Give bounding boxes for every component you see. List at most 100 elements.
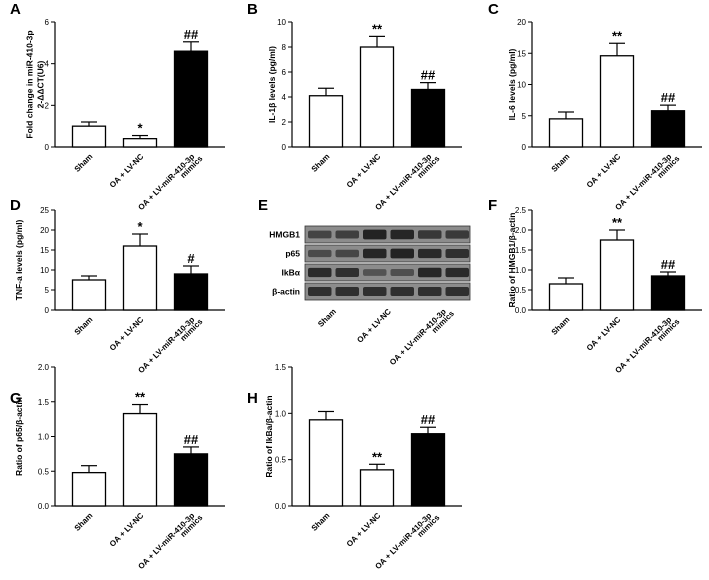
- blot-band: [418, 287, 442, 296]
- category-label: Sham: [73, 315, 95, 337]
- category-label: OA + LV-miR-410-3p: [613, 315, 673, 375]
- significance-marker: ##: [661, 90, 676, 105]
- blot-band: [390, 248, 414, 259]
- y-tick-label: 1.0: [515, 266, 527, 275]
- category-label: OA + LV-miR-410-3p: [136, 511, 196, 571]
- category-label: OA + LV-NC: [345, 152, 383, 190]
- panel-label-a: A: [10, 1, 21, 18]
- blot-band: [308, 267, 332, 278]
- blot-band: [363, 248, 387, 259]
- panel-h: H 0.0 0.5 1.0 1.5 Ratio of IkBa/β-actin Sham **…: [247, 363, 462, 571]
- y-tick-label: 25: [40, 206, 49, 215]
- blot-band: [335, 249, 359, 258]
- y-tick-label: 5: [45, 286, 50, 295]
- panel-label-h: H: [247, 390, 258, 407]
- y-axis-label: Ratio of p65/β-actin: [14, 397, 24, 476]
- blot-lane-label: OA + LV-NC: [355, 307, 393, 345]
- category-label: OA + LV-miR-410-3p: [136, 152, 196, 212]
- significance-marker: *: [137, 121, 143, 136]
- bar: [359, 469, 395, 507]
- y-tick-label: 2.0: [38, 363, 50, 372]
- y-axis-label: Ratio of IkBa/β-actin: [264, 395, 274, 477]
- y-axis-label: Fold change in miR-410-3p: [25, 30, 35, 138]
- category-label: OA + LV-miR-410-3p: [613, 152, 673, 212]
- y-tick-label: 4: [45, 60, 50, 69]
- significance-marker: ##: [184, 27, 199, 42]
- bar: [599, 55, 635, 148]
- y-axis-label: 2-ΔΔCT(U6): [36, 61, 46, 109]
- category-label: Sham: [310, 511, 332, 533]
- blot-band: [363, 287, 387, 296]
- y-tick-label: 0: [282, 143, 287, 152]
- bar: [359, 46, 395, 148]
- y-tick-label: 5: [522, 112, 527, 121]
- y-tick-label: 20: [517, 18, 526, 27]
- bar: [122, 245, 158, 311]
- panel-label-g: G: [10, 390, 22, 407]
- blot-band: [418, 230, 442, 239]
- category-label: OA + LV-NC: [345, 511, 383, 549]
- category-label: OA + LV-miR-410-3p: [136, 315, 196, 375]
- blot-row-label: p65: [285, 249, 300, 259]
- category-label: Sham: [310, 152, 332, 174]
- y-tick-label: 0.0: [515, 306, 527, 315]
- bar: [122, 412, 158, 507]
- y-tick-label: 10: [517, 81, 526, 90]
- category-label: Sham: [550, 152, 572, 174]
- y-tick-label: 20: [40, 226, 49, 235]
- bar: [71, 279, 107, 311]
- blot-band: [445, 230, 469, 239]
- blot-band: [335, 287, 359, 296]
- blot-band: [335, 230, 359, 239]
- bar: [308, 419, 344, 507]
- y-axis-label: IL-6 levels (pg/ml): [507, 48, 517, 120]
- y-tick-label: 1.5: [275, 363, 287, 372]
- blot-band: [335, 268, 359, 277]
- significance-marker: **: [612, 28, 623, 43]
- significance-marker: #: [187, 251, 195, 266]
- y-tick-label: 1.5: [38, 398, 50, 407]
- y-axis-label: IL-1β levels (pg/ml): [267, 46, 277, 123]
- y-tick-label: 15: [517, 49, 526, 58]
- y-tick-label: 0.5: [515, 286, 527, 295]
- category-label: OA + LV-NC: [585, 152, 623, 190]
- bar: [308, 95, 344, 148]
- y-tick-label: 0: [45, 306, 50, 315]
- y-tick-label: 2: [45, 101, 50, 110]
- significance-marker: **: [135, 390, 146, 405]
- blot-band: [363, 229, 387, 240]
- bar: [173, 50, 209, 148]
- category-label: Sham: [73, 152, 95, 174]
- panel-d: D 0 5 10 15 20 25 TNF-a levels (pg/ml) Sham * OA +…: [10, 197, 225, 375]
- significance-marker: **: [372, 449, 383, 464]
- y-tick-label: 0: [522, 143, 527, 152]
- blot-row-label: HMGB1: [269, 230, 300, 240]
- significance-marker: ##: [421, 68, 436, 83]
- y-tick-label: 1.5: [515, 246, 527, 255]
- blot-lane-label: OA + LV-miR-410-3p: [388, 307, 448, 367]
- y-tick-label: 6: [282, 68, 287, 77]
- bar: [410, 88, 446, 148]
- bar: [71, 471, 107, 507]
- blot-band: [363, 269, 387, 276]
- panel-b: B 0 2 4 6 8 10 IL-1β levels (pg/ml) Sham ** OA + L…: [247, 1, 462, 212]
- bar: [71, 125, 107, 148]
- bar: [122, 138, 158, 148]
- panel-label-b: B: [247, 1, 258, 18]
- y-tick-label: 0.0: [275, 502, 287, 511]
- panel-label-f: F: [488, 197, 497, 214]
- y-tick-label: 2.5: [515, 206, 527, 215]
- significance-marker: ##: [421, 412, 436, 427]
- category-label: OA + LV-NC: [108, 511, 146, 549]
- category-label: OA + LV-NC: [108, 152, 146, 190]
- category-label: OA + LV-NC: [108, 315, 146, 353]
- blot-lane-label: Sham: [316, 307, 338, 329]
- panel-a: A 0 2 4 6 Fold change in miR-410-3p 2-ΔΔCT(U6)…: [10, 1, 225, 212]
- y-tick-label: 8: [282, 43, 287, 52]
- y-tick-label: 0: [45, 143, 50, 152]
- blot-row-label: IkBα: [282, 268, 301, 278]
- panel-c: C 0 5 10 15 20 IL-6 levels (pg/ml) Sham ** OA + L…: [488, 1, 702, 212]
- panel-label-c: C: [488, 1, 499, 18]
